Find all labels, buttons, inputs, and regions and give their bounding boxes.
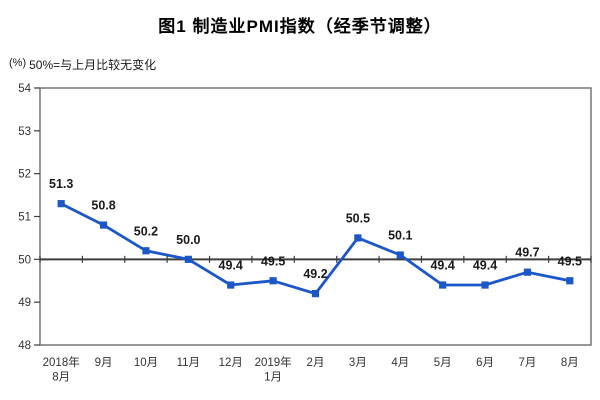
data-point-label: 50.0: [176, 233, 200, 247]
y-axis-unit-label: (%): [9, 57, 27, 69]
x-tick-label: 7月: [518, 357, 536, 369]
data-point-marker: [311, 290, 320, 298]
data-point-label: 50.5: [346, 211, 370, 225]
data-point-marker: [523, 268, 532, 276]
data-point-label: 49.5: [558, 254, 582, 268]
data-point-marker: [57, 200, 65, 208]
data-point-marker: [227, 281, 235, 289]
x-tick-label: 6月: [476, 357, 494, 369]
x-tick-label: 1月: [264, 372, 282, 384]
plot-frame: [39, 87, 592, 346]
data-point-marker: [269, 277, 277, 285]
x-tick-label: 8月: [52, 372, 70, 384]
data-point-marker: [142, 247, 150, 255]
data-point-marker: [566, 277, 574, 285]
x-tick-label: 4月: [391, 357, 409, 369]
data-point-label: 49.5: [261, 254, 285, 268]
y-tick-label: 51: [18, 212, 31, 224]
x-tick-label: 2019年: [255, 355, 292, 369]
chart-title: 图1 制造业PMI指数（经季节调整）: [158, 17, 442, 36]
y-tick-label: 49: [18, 297, 31, 309]
data-point-label: 49.2: [303, 267, 327, 281]
reference-note: 50%=与上月比较无变化: [29, 58, 157, 72]
data-point-label: 50.2: [134, 224, 158, 238]
y-tick-label: 53: [18, 126, 31, 138]
data-point-label: 49.4: [219, 259, 243, 273]
y-tick-label: 54: [18, 83, 31, 95]
data-point-marker: [99, 221, 108, 229]
x-tick-label: 5月: [434, 357, 452, 369]
x-tick-label: 2018年: [43, 355, 80, 369]
data-point-label: 49.7: [515, 246, 539, 260]
x-tick-label: 12月: [219, 357, 243, 369]
data-point-label: 49.4: [473, 259, 497, 273]
axis-note-row: (%) 50%=与上月比较无变化: [9, 56, 156, 73]
data-point-label: 51.3: [49, 177, 73, 191]
data-point-label: 49.4: [430, 259, 454, 273]
data-point-marker: [396, 251, 404, 259]
x-tick-label: 11月: [177, 357, 200, 369]
data-point-label: 50.8: [91, 199, 115, 213]
x-tick-label: 10月: [134, 357, 158, 369]
x-tick-label: 9月: [95, 357, 113, 369]
data-point-marker: [439, 281, 447, 289]
data-point-marker: [354, 234, 362, 242]
x-tick-label: 8月: [561, 357, 579, 369]
y-tick-label: 52: [18, 169, 31, 181]
y-tick-label: 50: [18, 254, 31, 266]
data-point-label: 50.1: [388, 229, 412, 243]
x-tick-label: 2月: [307, 357, 325, 369]
x-tick-label: 3月: [349, 357, 367, 369]
y-tick-label: 48: [18, 340, 31, 352]
data-point-marker: [184, 255, 192, 263]
data-point-marker: [481, 281, 489, 289]
